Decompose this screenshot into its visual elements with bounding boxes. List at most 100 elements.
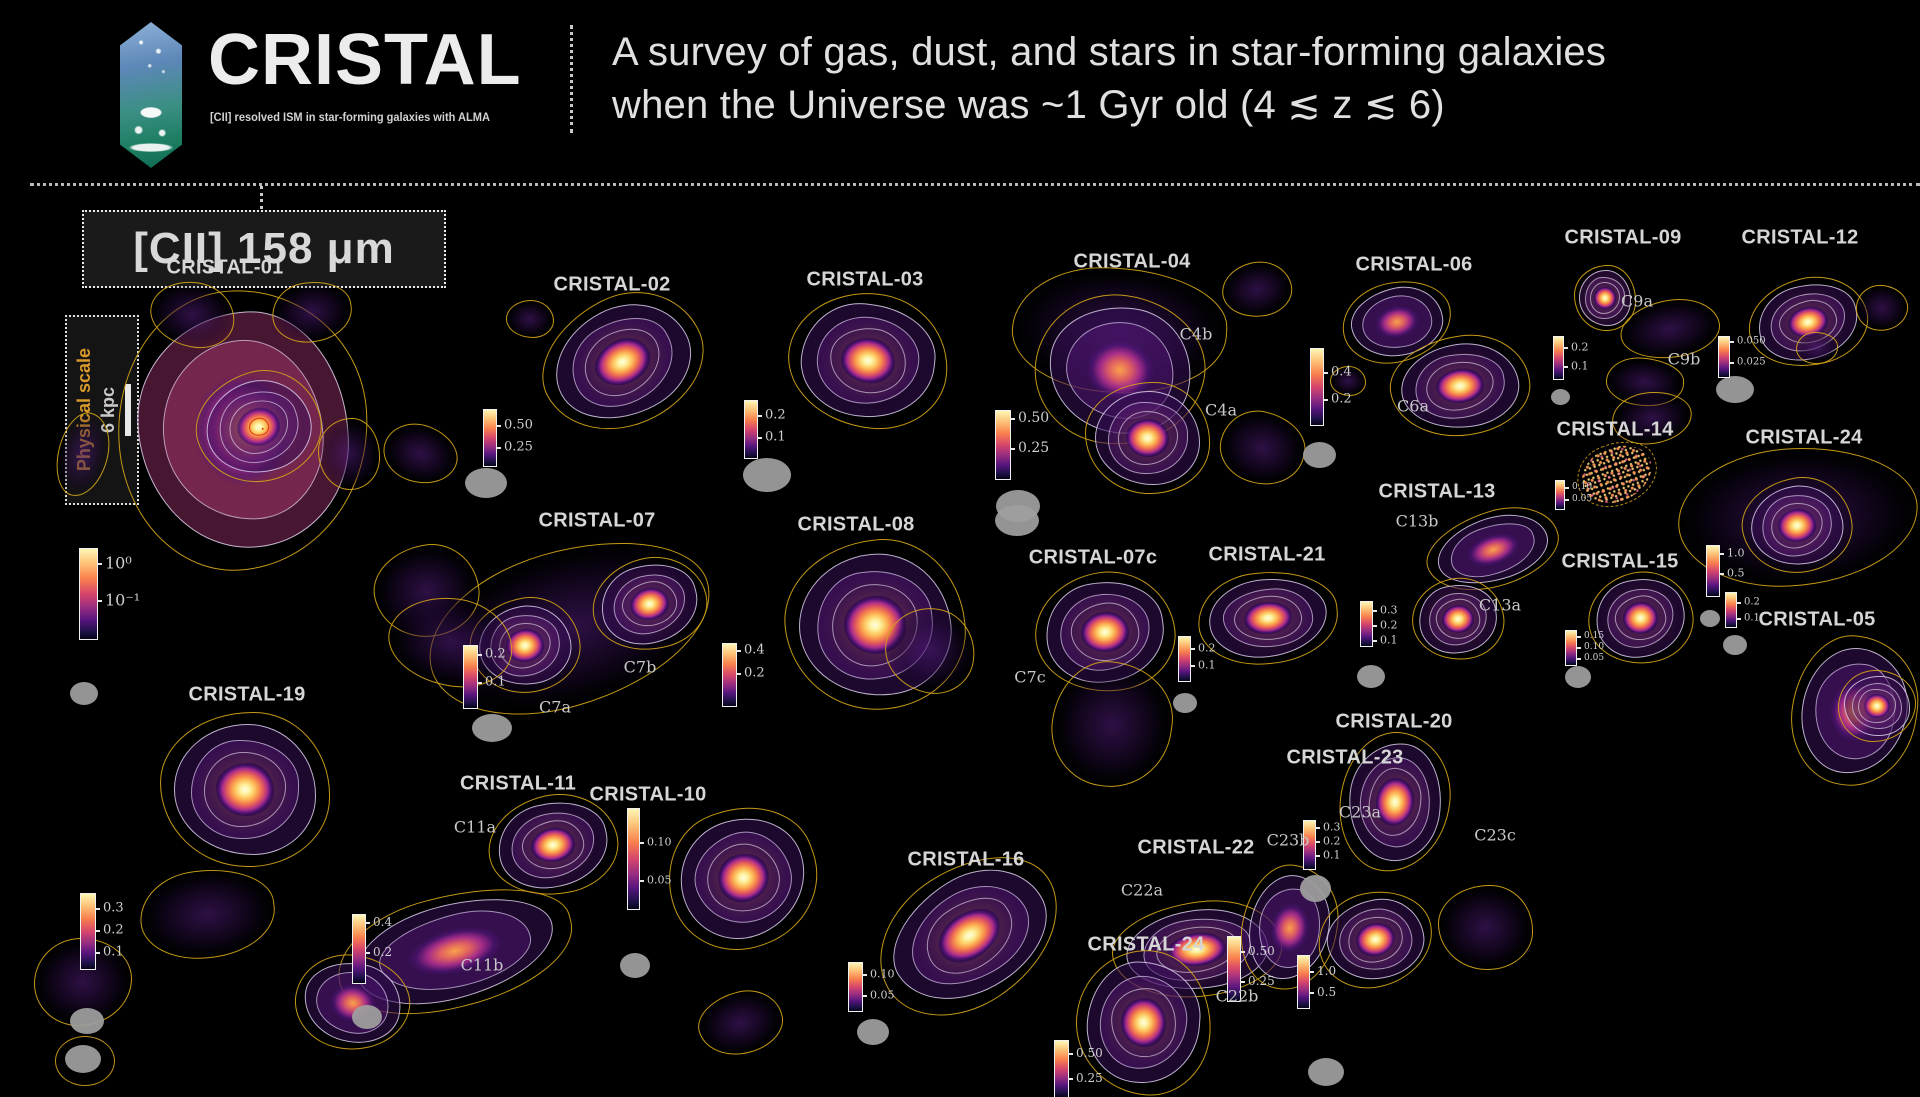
colorbar-tick-label: 0.3 bbox=[1323, 820, 1341, 834]
colorbar-tick bbox=[1315, 827, 1320, 829]
colorbar-tick-label: 0.50 bbox=[1076, 1046, 1103, 1060]
colorbar-tick bbox=[1240, 951, 1245, 953]
colorbar-tick-label: 0.2 bbox=[1323, 834, 1341, 848]
galaxy-component-label: C7c bbox=[1014, 667, 1046, 687]
colorbar-tick-label: 0.4 bbox=[744, 642, 765, 658]
contour-layer bbox=[1085, 382, 1210, 494]
galaxy-map-blob bbox=[1438, 885, 1533, 970]
colorbar-tick-label: 0.2 bbox=[103, 922, 124, 938]
colorbar bbox=[744, 400, 758, 459]
colorbar-tick bbox=[757, 437, 762, 439]
colorbar-tick-label: 0.2 bbox=[1571, 340, 1589, 354]
galaxy-label: CRISTAL-10 bbox=[589, 783, 707, 806]
galaxy-component-label: C22a bbox=[1120, 880, 1164, 900]
beam-ellipse bbox=[1551, 389, 1570, 405]
galaxy-component-label: C11a bbox=[453, 817, 497, 837]
colorbar-tick-label: 0.50 bbox=[504, 417, 533, 433]
contour-layer bbox=[268, 276, 356, 348]
colorbar-tick bbox=[496, 447, 501, 449]
beam-ellipse bbox=[465, 468, 507, 498]
galaxy-label: CRISTAL-16 bbox=[907, 848, 1025, 871]
colorbar-tick bbox=[1190, 648, 1195, 650]
galaxy-map-blob bbox=[1574, 265, 1636, 331]
colorbar-tick bbox=[736, 650, 741, 652]
galaxy-component-label: C7a bbox=[539, 697, 571, 717]
galaxy-map-blob bbox=[1853, 281, 1911, 335]
galaxy-map-blob bbox=[781, 285, 955, 436]
colorbar-tick bbox=[1736, 602, 1741, 604]
colorbar-tick bbox=[1010, 418, 1015, 420]
colorbar-tick bbox=[1323, 399, 1328, 401]
galaxy-component-label: C6a bbox=[1397, 396, 1429, 416]
colorbar-tick-label: 0.25 bbox=[1018, 440, 1050, 456]
colorbar-tick bbox=[1719, 573, 1724, 575]
galaxy-map-blob bbox=[1330, 366, 1366, 396]
colorbar-tick-label: 0.05 bbox=[1584, 653, 1605, 663]
beam-ellipse bbox=[472, 714, 512, 742]
logo-title: CRISTAL bbox=[208, 20, 522, 100]
colorbar-tick-label: 0.10 bbox=[647, 835, 672, 849]
contour-layer bbox=[49, 407, 117, 502]
galaxy-label: CRISTAL-11 bbox=[460, 772, 576, 795]
contour-layer bbox=[135, 863, 280, 965]
galaxy-label: CRISTAL-05 bbox=[1758, 608, 1876, 631]
galaxy-map-blob bbox=[1085, 382, 1210, 494]
contour-layer bbox=[1217, 256, 1297, 323]
contour-layer bbox=[1126, 418, 1169, 458]
colorbar-tick-label: 0.05 bbox=[870, 988, 895, 1002]
colorbar bbox=[1725, 592, 1737, 628]
galaxy-component-label: C4a bbox=[1205, 400, 1237, 420]
galaxy-map-blob bbox=[648, 786, 838, 970]
galaxy-map-blob bbox=[160, 712, 330, 867]
colorbar bbox=[1178, 636, 1191, 682]
colorbar-tick-label: 0.25 bbox=[1076, 1071, 1103, 1085]
contour-layer bbox=[216, 763, 274, 816]
colorbar-tick bbox=[1309, 971, 1314, 973]
colorbar bbox=[1054, 1040, 1069, 1097]
beam-ellipse bbox=[1303, 442, 1336, 468]
beam-ellipse bbox=[1700, 610, 1720, 627]
contour-layer bbox=[160, 712, 330, 867]
colorbar-tick-label: 0.15 bbox=[1584, 631, 1605, 641]
galaxy-label: CRISTAL-04 bbox=[1073, 250, 1191, 273]
beam-ellipse bbox=[1173, 693, 1197, 713]
galaxy-label: CRISTAL-24 bbox=[1745, 426, 1863, 449]
colorbar-tick-label: 0.2 bbox=[1744, 596, 1760, 608]
galaxy-map-blob bbox=[1734, 469, 1860, 582]
colorbar bbox=[1718, 336, 1730, 378]
colorbar-tick-label: 0.1 bbox=[1571, 359, 1589, 373]
galaxy-component-label: C9a bbox=[1621, 291, 1653, 311]
contour-layer bbox=[375, 413, 466, 495]
cii-line-badge: [CII] 158 μm bbox=[82, 210, 446, 288]
dotted-divider bbox=[30, 183, 1920, 186]
beam-ellipse bbox=[1308, 1058, 1344, 1086]
colorbar-tick bbox=[1372, 625, 1377, 627]
colorbar-tick bbox=[1576, 647, 1581, 649]
galaxy-map-blob bbox=[691, 982, 790, 1064]
contour-layer bbox=[878, 600, 982, 701]
contour-layer bbox=[1590, 282, 1620, 314]
colorbar-tick-label: 0.5 bbox=[1317, 985, 1337, 999]
galaxy-map-blob bbox=[1406, 571, 1510, 667]
galaxy-map-blob bbox=[1194, 566, 1342, 670]
colorbar-tick-label: 0.3 bbox=[103, 900, 124, 916]
galaxy-map-blob bbox=[1383, 326, 1537, 446]
colorbar-tick bbox=[1564, 487, 1569, 489]
colorbar-tick bbox=[1564, 499, 1569, 501]
galaxy-label: CRISTAL-07 bbox=[538, 509, 656, 532]
crystal-gem-icon bbox=[120, 22, 182, 168]
colorbar-tick bbox=[1576, 636, 1581, 638]
colorbar-tick bbox=[365, 922, 370, 924]
colorbar-tick bbox=[1309, 992, 1314, 994]
colorbar-tick-label: 0.2 bbox=[1331, 391, 1352, 407]
galaxy-label: CRISTAL-20 bbox=[1335, 710, 1453, 733]
colorbar-tick-label: 0.05 bbox=[1572, 494, 1593, 504]
colorbar-tick bbox=[1729, 341, 1734, 343]
colorbar-tick-label: 0.050 bbox=[1737, 335, 1766, 347]
contour-layer bbox=[1043, 654, 1181, 795]
colorbar-tick-label: 0.10 bbox=[1572, 482, 1593, 492]
colorbar-tick bbox=[1190, 665, 1195, 667]
contour-layer bbox=[1330, 366, 1366, 396]
beam-ellipse bbox=[1565, 666, 1591, 688]
